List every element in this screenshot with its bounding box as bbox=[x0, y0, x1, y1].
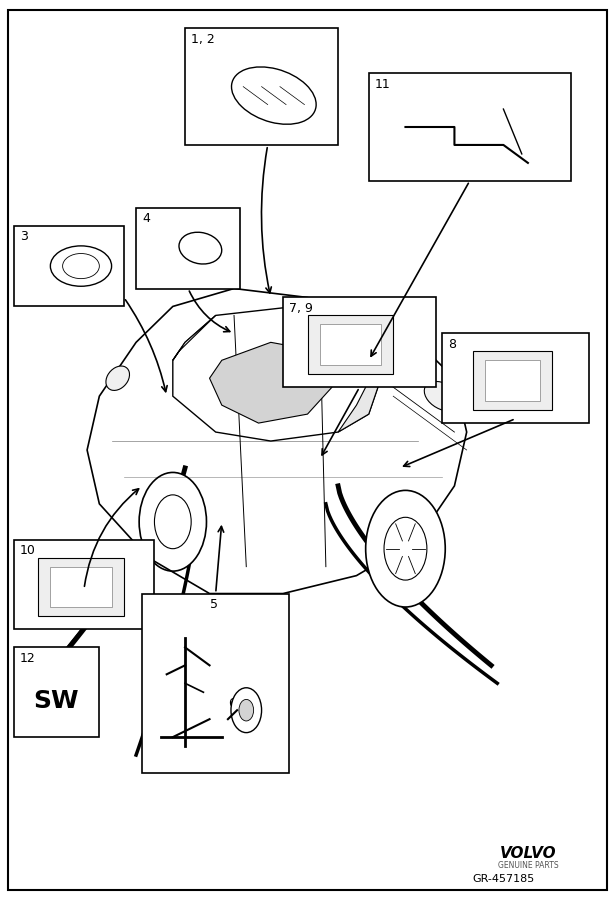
Bar bbox=[14, 647, 100, 737]
Text: 3: 3 bbox=[20, 230, 28, 243]
Ellipse shape bbox=[106, 366, 130, 391]
Bar bbox=[473, 351, 552, 410]
Text: 5: 5 bbox=[210, 598, 218, 611]
Circle shape bbox=[231, 688, 261, 733]
Text: GR-457185: GR-457185 bbox=[472, 874, 534, 884]
Text: 1, 2: 1, 2 bbox=[191, 32, 215, 46]
Bar bbox=[320, 324, 381, 365]
Circle shape bbox=[239, 699, 253, 721]
Polygon shape bbox=[338, 333, 381, 432]
Text: GENUINE PARTS: GENUINE PARTS bbox=[498, 861, 558, 870]
Bar bbox=[136, 208, 240, 289]
Text: 8: 8 bbox=[448, 338, 456, 351]
Ellipse shape bbox=[424, 382, 460, 411]
Text: 10: 10 bbox=[20, 544, 36, 557]
Bar bbox=[442, 333, 589, 423]
Bar bbox=[283, 298, 436, 387]
Text: 6: 6 bbox=[228, 697, 236, 710]
Text: 12: 12 bbox=[20, 652, 36, 665]
Bar bbox=[38, 558, 124, 616]
Bar bbox=[14, 226, 124, 306]
Text: 4: 4 bbox=[142, 212, 150, 225]
Text: VOLVO: VOLVO bbox=[499, 846, 556, 861]
Bar bbox=[369, 73, 571, 181]
Bar bbox=[50, 567, 111, 607]
Circle shape bbox=[139, 472, 207, 572]
Polygon shape bbox=[173, 315, 216, 360]
Circle shape bbox=[366, 491, 445, 607]
Polygon shape bbox=[210, 342, 332, 423]
Text: SW: SW bbox=[34, 689, 79, 713]
Bar bbox=[142, 594, 289, 773]
Bar bbox=[185, 28, 338, 145]
Text: 11: 11 bbox=[375, 77, 391, 91]
Bar bbox=[14, 540, 154, 629]
Bar bbox=[308, 315, 393, 374]
Text: 7, 9: 7, 9 bbox=[289, 302, 313, 315]
Bar bbox=[485, 360, 540, 400]
